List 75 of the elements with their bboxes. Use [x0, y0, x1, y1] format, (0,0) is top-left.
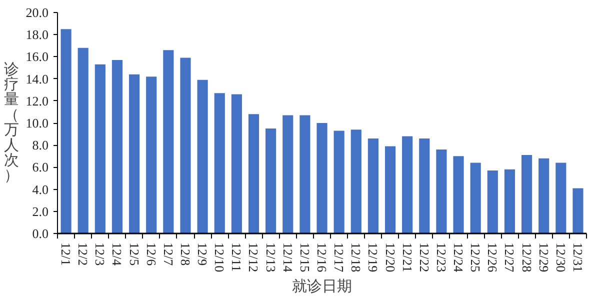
- bar: [94, 64, 106, 234]
- x-tick-label: 12/8: [178, 242, 193, 266]
- bar: [384, 146, 396, 234]
- bar: [556, 162, 566, 234]
- bar: [146, 76, 157, 234]
- bar: [470, 162, 481, 234]
- bar: [368, 138, 378, 234]
- y-tick-label: 10.0: [26, 116, 48, 130]
- bar: [282, 115, 294, 234]
- bar: [334, 130, 344, 234]
- x-tick-label: 12/27: [502, 242, 518, 273]
- x-tick-label: 12/6: [144, 242, 159, 266]
- bar: [231, 94, 242, 234]
- y-tick-label: 8.0: [32, 138, 48, 153]
- x-tick-label: 12/17: [332, 242, 347, 273]
- x-tick-label: 12/20: [382, 242, 398, 272]
- x-tick-label: 12/30: [553, 242, 568, 272]
- x-tick-label: 12/12: [246, 242, 262, 272]
- y-tick-label: 14.0: [26, 71, 48, 86]
- bar: [197, 80, 208, 234]
- x-tick-label: 12/15: [297, 242, 312, 272]
- bar: [504, 169, 515, 234]
- bar: [129, 74, 140, 234]
- y-tick-label: 0.0: [32, 226, 48, 241]
- x-axis-title: 就诊日期: [292, 278, 352, 296]
- y-axis-title: 诊疗量（万人次）: [4, 60, 19, 184]
- bar: [436, 150, 447, 234]
- x-tick-label: 12/7: [160, 242, 176, 266]
- bar: [78, 48, 88, 234]
- bar: [300, 115, 310, 234]
- x-tick-label: 12/18: [348, 242, 364, 272]
- x-tick-label: 12/25: [468, 242, 484, 272]
- bar: [538, 158, 550, 234]
- bar: [572, 188, 584, 234]
- bar: [60, 29, 72, 234]
- bar: [163, 50, 174, 234]
- y-tick-label: 20.0: [26, 5, 48, 20]
- bar: [316, 123, 328, 234]
- bar: [419, 138, 430, 234]
- y-tick-label: 16.0: [26, 49, 48, 64]
- bar: [402, 136, 413, 234]
- x-tick-label: 12/5: [126, 242, 142, 266]
- bar: [214, 93, 225, 234]
- x-tick-label: 12/9: [195, 242, 210, 266]
- x-tick-label: 12/31: [570, 242, 586, 272]
- y-tick-label: 2.0: [32, 204, 48, 219]
- bar: [266, 128, 276, 234]
- x-tick-label: 12/13: [263, 242, 278, 272]
- y-tick-label: 6.0: [32, 160, 48, 175]
- x-tick-label: 12/21: [400, 242, 415, 272]
- x-tick-label: 12/22: [416, 242, 432, 272]
- x-tick-label: 12/19: [366, 242, 381, 272]
- x-tick-label: 12/23: [434, 242, 449, 272]
- x-tick-label: 12/14: [280, 242, 296, 273]
- bar: [487, 170, 498, 234]
- bar: [248, 114, 260, 234]
- y-tick-label: 12.0: [26, 93, 48, 108]
- bar: [112, 60, 123, 234]
- x-tick-label: 12/10: [212, 242, 228, 272]
- y-tick-label: 18.0: [26, 27, 48, 42]
- bar: [453, 156, 464, 234]
- x-tick-label: 12/28: [519, 242, 534, 272]
- x-tick-label: 12/1: [58, 242, 74, 266]
- x-tick-label: 12/2: [76, 242, 91, 266]
- x-tick-label: 12/3: [92, 242, 108, 266]
- x-tick-label: 12/26: [485, 242, 500, 273]
- bar: [521, 155, 532, 234]
- x-tick-label: 12/29: [536, 242, 552, 272]
- x-tick-label: 12/24: [451, 242, 466, 273]
- bar: [180, 58, 191, 234]
- x-tick-label: 12/16: [314, 242, 330, 273]
- x-tick-label: 12/4: [110, 242, 125, 266]
- bar: [350, 130, 362, 234]
- x-tick-label: 12/11: [229, 242, 244, 272]
- y-tick-label: 4.0: [32, 182, 48, 197]
